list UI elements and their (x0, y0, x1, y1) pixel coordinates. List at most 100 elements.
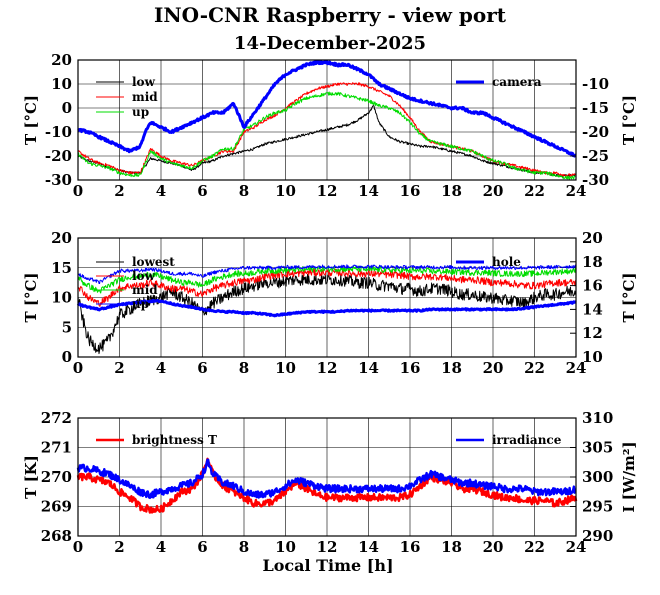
legend-label: low (132, 75, 156, 89)
x-tick-label: 12 (317, 182, 338, 200)
x-tick-label: 0 (73, 182, 83, 200)
panel-brightness-irradiance: 0 2 4 6 8 10 12 14 16 18 20 22 242682692702712722902… (22, 409, 638, 556)
x-axis-label: Local Time [h] (262, 556, 393, 575)
x-tick-label: 24 (566, 538, 587, 556)
y-tick-label-right: 20 (582, 229, 603, 247)
x-tick-label: 22 (524, 359, 545, 377)
y-tick-label-right: 310 (582, 409, 613, 427)
y-tick-label-right: -20 (582, 123, 609, 141)
y-tick-label-left: 15 (51, 259, 72, 277)
x-tick-label: 6 (197, 359, 207, 377)
series-line-camera (77, 59, 577, 158)
x-tick-label: 8 (239, 359, 249, 377)
y-tick-label-left: -30 (45, 171, 72, 189)
x-tick-label: 22 (524, 182, 545, 200)
y-tick-label-left: 268 (41, 527, 72, 545)
x-tick-label: 2 (114, 359, 124, 377)
y-tick-label-right: 10 (582, 348, 603, 366)
panels: 0 2 4 6 8 10 12 14 16 18 20 22 24-30-20-1001020-30-2… (22, 51, 638, 556)
x-tick-label: 0 (73, 359, 83, 377)
series-line-mid (77, 265, 577, 294)
x-tick-label: 14 (358, 182, 379, 200)
x-tick-label: 6 (197, 538, 207, 556)
panel-camera-temperatures: 0 2 4 6 8 10 12 14 16 18 20 22 24-30-20-1001020-30-2… (22, 51, 638, 200)
y-tick-label-left: 270 (41, 468, 72, 486)
y-axis-label-right: T [°C] (620, 95, 638, 145)
legend-label: irradiance (492, 433, 562, 447)
x-tick-label: 20 (483, 538, 504, 556)
x-tick-label: 20 (483, 182, 504, 200)
x-tick-label: 6 (197, 182, 207, 200)
x-tick-label: 24 (566, 359, 587, 377)
y-tick-label-right: -10 (582, 75, 609, 93)
legend-label: camera (492, 75, 542, 89)
y-tick-label-left: 272 (41, 409, 72, 427)
y-tick-label-left: 10 (51, 75, 72, 93)
y-tick-label-left: 271 (41, 439, 72, 457)
y-tick-label-left: 269 (41, 498, 72, 516)
legend-label: brightness T (132, 433, 217, 447)
x-tick-label: 16 (400, 359, 421, 377)
legend-label: mid (132, 283, 158, 297)
x-tick-label: 18 (441, 182, 462, 200)
x-tick-label: 10 (275, 538, 296, 556)
x-tick-label: 16 (400, 182, 421, 200)
x-tick-label: 4 (156, 538, 166, 556)
x-tick-label: 18 (441, 538, 462, 556)
y-tick-label-left: -10 (45, 123, 72, 141)
x-tick-label: 0 (73, 538, 83, 556)
x-tick-label: 12 (317, 538, 338, 556)
x-tick-label: 8 (239, 538, 249, 556)
y-tick-label-left: 10 (51, 289, 72, 307)
x-tick-label: 14 (358, 359, 379, 377)
y-tick-label-left: 20 (51, 229, 72, 247)
y-tick-label-left: -20 (45, 147, 72, 165)
x-tick-label: 10 (275, 182, 296, 200)
x-tick-label: 16 (400, 538, 421, 556)
series-line-hole (76, 298, 577, 318)
y-tick-label-right: 18 (582, 253, 603, 271)
series-line-up (77, 91, 577, 180)
series-line-low (77, 105, 577, 177)
x-tick-label: 14 (358, 538, 379, 556)
series-line-lowest (77, 273, 577, 355)
legend-label: low (132, 269, 156, 283)
y-tick-label-right: 300 (582, 468, 613, 486)
y-tick-label-left: 0 (62, 348, 72, 366)
x-tick-label: 12 (317, 359, 338, 377)
y-tick-label-right: -15 (582, 99, 609, 117)
y-axis-label-left: T [°C] (22, 272, 40, 322)
x-tick-label: 18 (441, 359, 462, 377)
y-tick-label-right: -30 (582, 171, 609, 189)
x-tick-label: 2 (114, 538, 124, 556)
x-tick-label: 10 (275, 359, 296, 377)
series-line-low (77, 268, 577, 307)
x-tick-label: 4 (156, 359, 166, 377)
plot-frame (77, 237, 577, 358)
y-tick-label-right: -25 (582, 147, 609, 165)
y-tick-label-left: 0 (62, 99, 72, 117)
y-axis-label-left: T [K] (22, 455, 40, 499)
plot-frame (77, 59, 577, 181)
x-tick-label: 2 (114, 182, 124, 200)
legend-label: hole (492, 255, 521, 269)
y-tick-label-right: 16 (582, 277, 603, 295)
series-line-up (77, 264, 577, 284)
y-tick-label-right: 305 (582, 439, 613, 457)
y-axis-label-right: I [W/m²] (620, 441, 638, 512)
y-tick-label-right: 295 (582, 498, 613, 516)
x-tick-label: 24 (566, 182, 587, 200)
x-tick-label: 20 (483, 359, 504, 377)
series-line-irradiance (76, 458, 577, 500)
chart-title: INO-CNR Raspberry - view port (154, 3, 507, 27)
legend-label: up (132, 297, 149, 311)
legend-label: mid (132, 90, 158, 104)
x-tick-label: 22 (524, 538, 545, 556)
y-tick-label-left: 20 (51, 51, 72, 69)
y-tick-label-left: 5 (62, 318, 72, 336)
y-axis-label-left: T [°C] (22, 95, 40, 145)
legend-label: lowest (132, 255, 175, 269)
x-tick-label: 8 (239, 182, 249, 200)
x-tick-label: 4 (156, 182, 166, 200)
